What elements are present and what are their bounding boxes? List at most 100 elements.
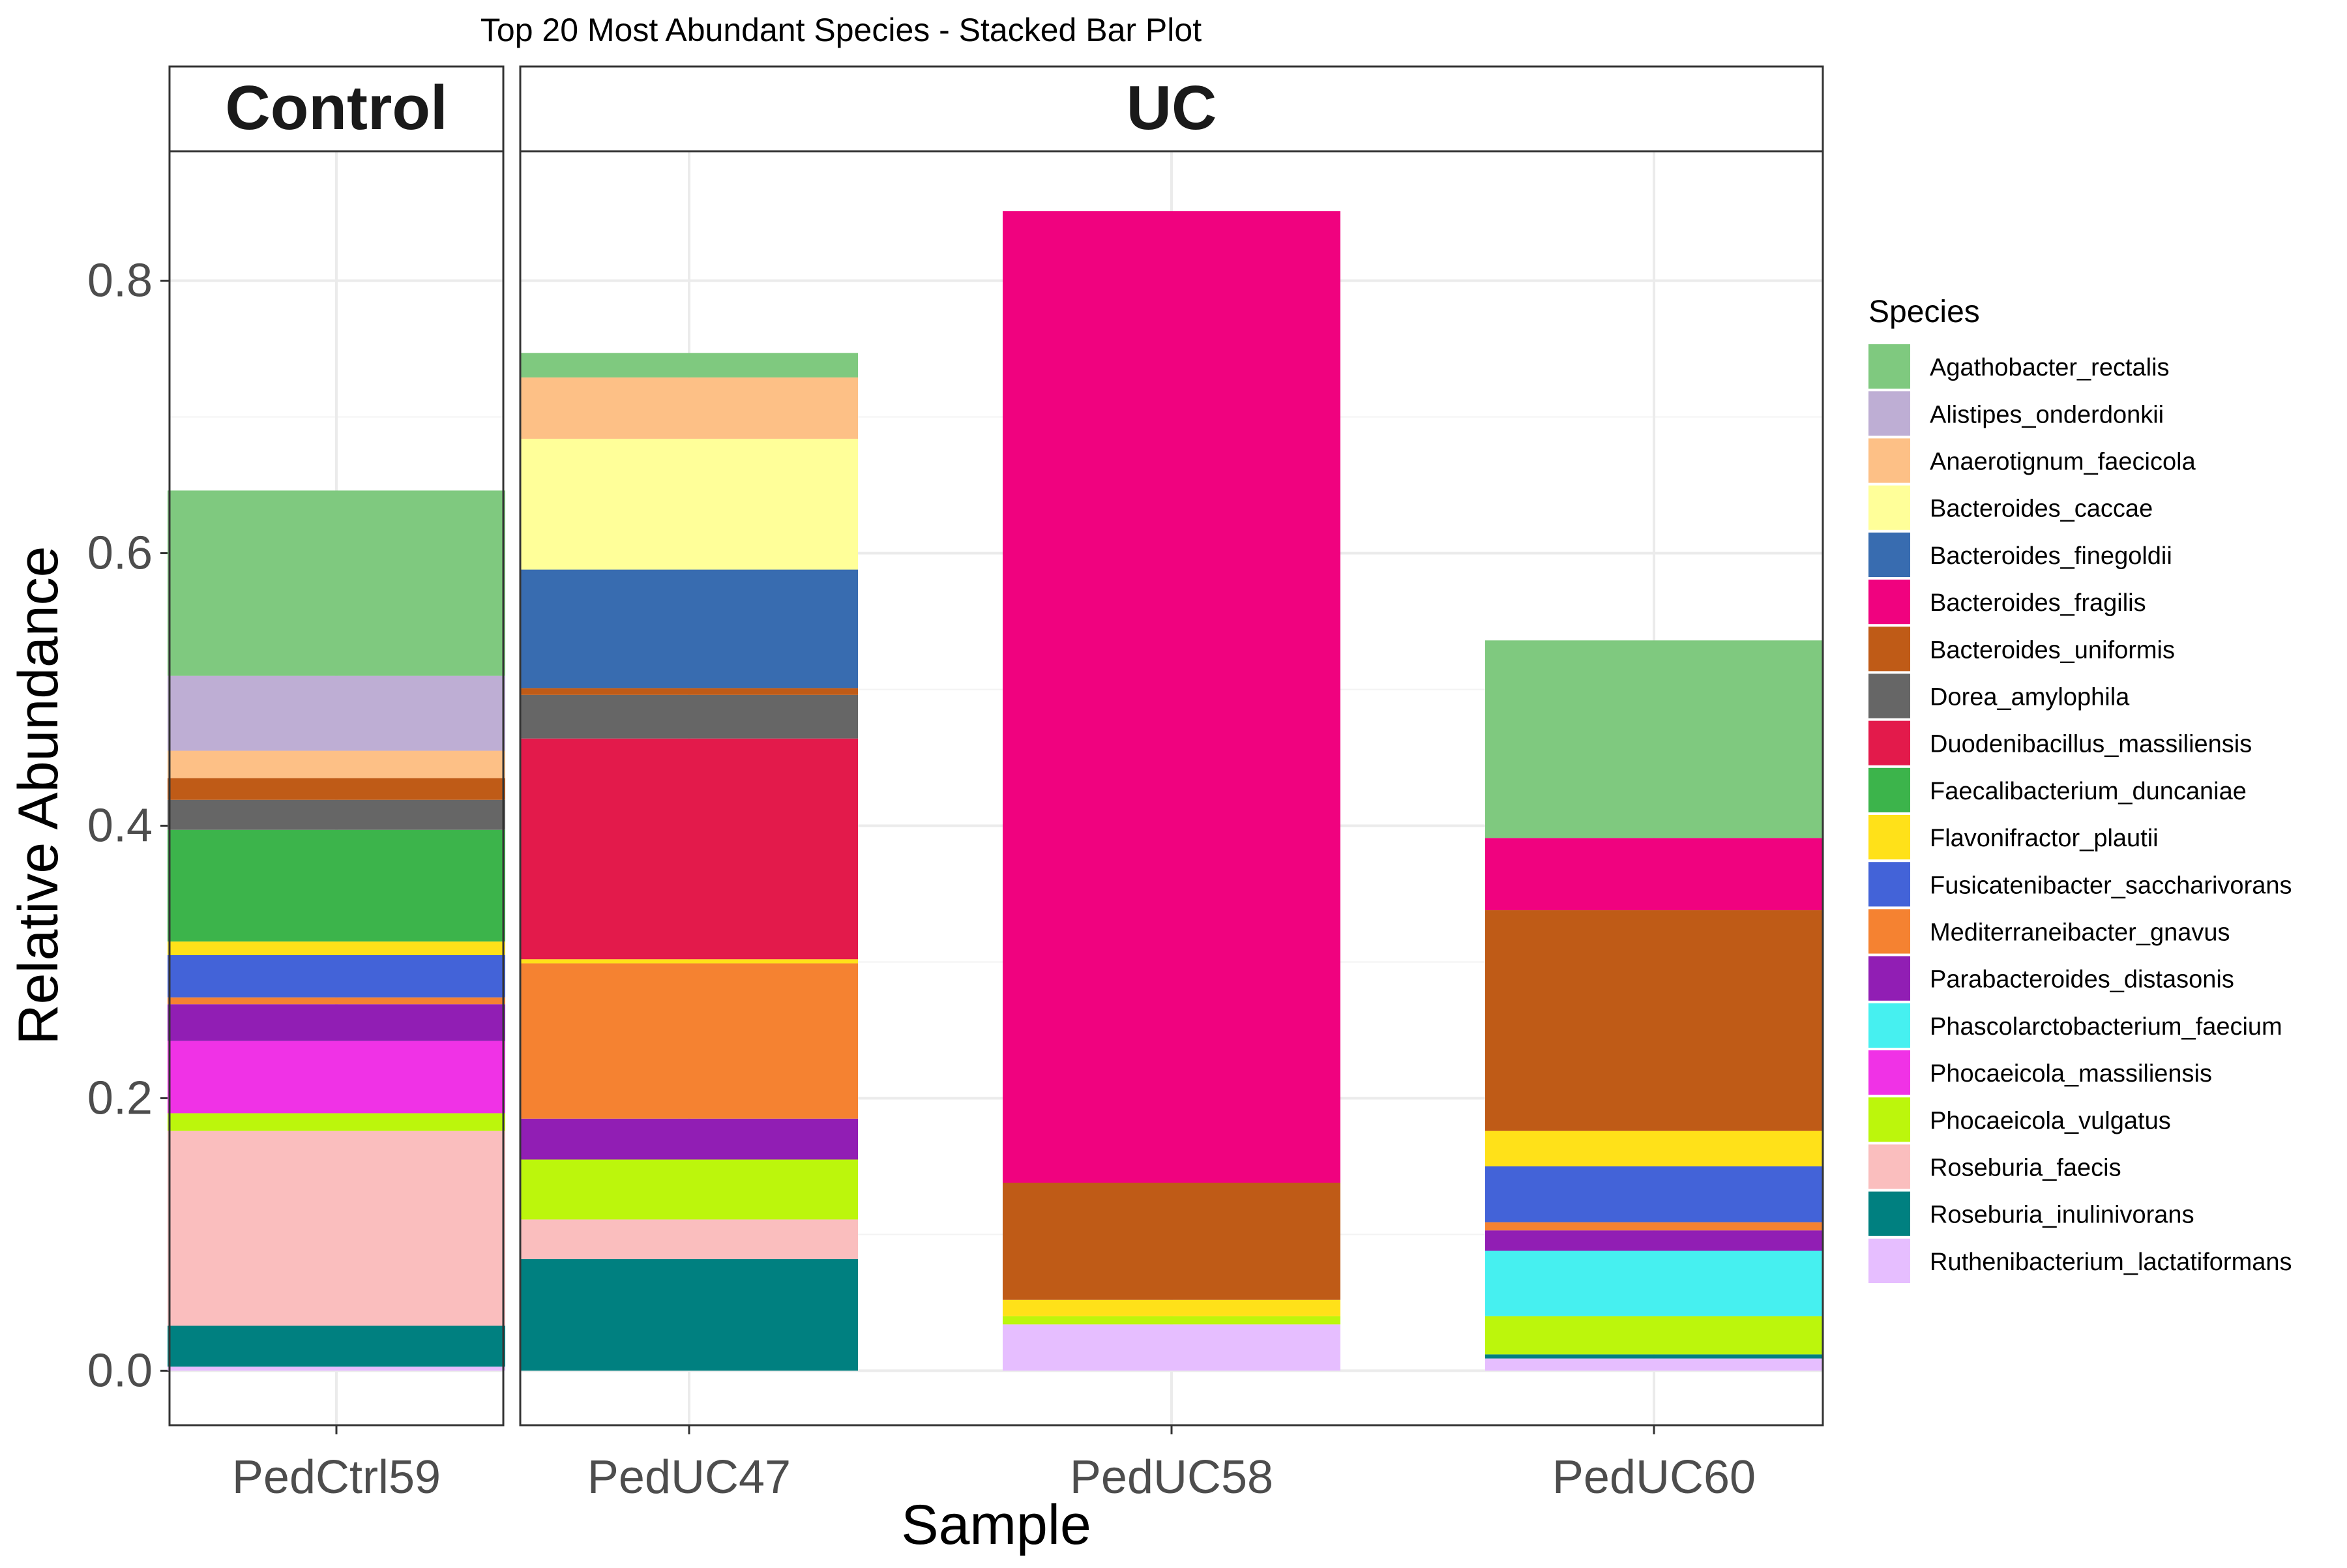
bar-segment-agathobacter-rectalis <box>1485 640 1823 838</box>
legend-swatch <box>1868 344 1910 389</box>
bar-segment-flavonifractor-plautii <box>1003 1299 1340 1316</box>
bar-segment-faecalibacterium-duncaniae <box>168 829 505 942</box>
bar-segment-bacteroides-uniformis <box>1003 1183 1340 1300</box>
x-tick-label: PedUC60 <box>1552 1451 1756 1503</box>
legend-item-faecalibacterium-duncaniae: Faecalibacterium_duncaniae <box>1868 767 2247 812</box>
y-tick-label: 0.8 <box>87 255 153 307</box>
legend-swatch <box>1868 1050 1910 1095</box>
bar-segment-alistipes-onderdonkii <box>168 675 505 751</box>
legend-label: Phocaeicola_vulgatus <box>1930 1107 2171 1134</box>
legend-label: Phascolarctobacterium_faecium <box>1930 1013 2282 1041</box>
bar-segment-agathobacter-rectalis <box>520 353 858 377</box>
legend-item-parabacteroides-distasonis: Parabacteroides_distasonis <box>1868 956 2234 1001</box>
bar-segment-agathobacter-rectalis <box>168 490 505 676</box>
panel-border <box>168 150 505 1427</box>
legend-item-dorea-amylophila: Dorea_amylophila <box>1868 673 2130 718</box>
legend-swatch <box>1868 627 1910 672</box>
legend-swatch <box>1868 1097 1910 1142</box>
bar-segment-phocaeicola-vulgatus <box>1485 1316 1823 1355</box>
bar-segment-roseburia-inulinivorans <box>1485 1354 1823 1359</box>
y-tick-label: 0.0 <box>87 1344 153 1397</box>
legend-label: Phocaeicola_massiliensis <box>1930 1060 2212 1087</box>
legend: Species Agathobacter_rectalis Alistipes_o… <box>1868 295 2292 1283</box>
legend-item-bacteroides-caccae: Bacteroides_caccae <box>1868 485 2153 530</box>
legend-label: Roseburia_inulinivorans <box>1930 1202 2194 1229</box>
bar-segment-phocaeicola-massiliensis <box>168 1041 505 1114</box>
y-tick-label: 0.2 <box>87 1072 153 1124</box>
legend-item-duodenibacillus-massiliensis: Duodenibacillus_massiliensis <box>1868 720 2252 765</box>
facet-panels: Control PedCtrl59 UC PedUC47 PedUC58 PedUC60 <box>168 65 1824 1503</box>
legend-label: Mediterraneibacter_gnavus <box>1930 919 2230 947</box>
bar-segment-bacteroides-fragilis <box>1485 838 1823 911</box>
legend-item-flavonifractor-plautii: Flavonifractor_plautii <box>1868 815 2159 860</box>
legend-item-mediterraneibacter-gnavus: Mediterraneibacter_gnavus <box>1868 909 2230 954</box>
chart-title: Top 20 Most Abundant Species - Stacked B… <box>480 12 1202 48</box>
legend-label: Agathobacter_rectalis <box>1930 354 2170 381</box>
legend-swatch <box>1868 1003 1910 1048</box>
legend-item-roseburia-inulinivorans: Roseburia_inulinivorans <box>1868 1191 2194 1236</box>
legend-item-phascolarctobacterium-faecium: Phascolarctobacterium_faecium <box>1868 1003 2282 1048</box>
legend-item-phocaeicola-massiliensis: Phocaeicola_massiliensis <box>1868 1050 2212 1095</box>
legend-item-phocaeicola-vulgatus: Phocaeicola_vulgatus <box>1868 1097 2171 1142</box>
bar-segment-anaerotignum-faecicola <box>520 377 858 439</box>
bar-stack-pedctrl59 <box>168 490 505 1371</box>
bar-segment-parabacteroides-distasonis <box>1485 1230 1823 1251</box>
legend-swatch <box>1868 720 1910 765</box>
legend-item-ruthenibacterium-lactatiformans: Ruthenibacterium_lactatiformans <box>1868 1238 2292 1283</box>
bar-segment-ruthenibacterium-lactatiformans <box>1485 1358 1823 1371</box>
y-axis: 0.0 0.2 0.4 0.6 0.8 <box>87 255 170 1397</box>
legend-item-alistipes-onderdonkii: Alistipes_onderdonkii <box>1868 391 2164 436</box>
legend-swatch <box>1868 532 1910 577</box>
legend-swatch <box>1868 1238 1910 1283</box>
bar-segment-roseburia-faecis <box>168 1131 505 1326</box>
x-tick-label: PedUC47 <box>587 1451 791 1503</box>
bar-segment-fusicatenibacter-saccharivorans <box>1485 1166 1823 1222</box>
legend-swatch <box>1868 956 1910 1001</box>
bar-segment-bacteroides-uniformis <box>1485 910 1823 1131</box>
legend-item-bacteroides-finegoldii: Bacteroides_finegoldii <box>1868 532 2172 577</box>
bar-segment-bacteroides-fragilis <box>1003 211 1340 1183</box>
legend-title: Species <box>1868 295 1980 329</box>
legend-item-agathobacter-rectalis: Agathobacter_rectalis <box>1868 344 2170 389</box>
legend-swatch <box>1868 580 1910 625</box>
bar-segment-ruthenibacterium-lactatiformans <box>1003 1324 1340 1371</box>
legend-item-anaerotignum-faecicola: Anaerotignum_faecicola <box>1868 438 2196 483</box>
x-axis-label: Sample <box>901 1494 1091 1556</box>
legend-swatch <box>1868 438 1910 483</box>
bar-segment-roseburia-faecis <box>520 1219 858 1260</box>
legend-swatch <box>1868 1191 1910 1236</box>
legend-swatch <box>1868 1144 1910 1189</box>
y-axis-label: Relative Abundance <box>7 546 70 1044</box>
facet-strip-label: Control <box>225 73 447 143</box>
bar-segment-fusicatenibacter-saccharivorans <box>168 955 505 998</box>
bar-segment-flavonifractor-plautii <box>1485 1131 1823 1166</box>
x-tick-label: PedUC58 <box>1070 1451 1273 1503</box>
legend-item-bacteroides-fragilis: Bacteroides_fragilis <box>1868 580 2146 625</box>
facet-panel-uc: UC PedUC47 PedUC58 PedUC60 <box>519 65 1824 1503</box>
bar-segment-mediterraneibacter-gnavus <box>520 963 858 1119</box>
bar-stack-peduc47 <box>520 353 858 1371</box>
bar-segment-bacteroides-uniformis <box>168 778 505 800</box>
y-tick-label: 0.4 <box>87 799 153 851</box>
legend-swatch <box>1868 391 1910 436</box>
bar-segment-bacteroides-uniformis <box>520 688 858 695</box>
legend-swatch <box>1868 767 1910 812</box>
legend-label: Dorea_amylophila <box>1930 684 2130 711</box>
bar-segment-phascolarctobacterium-faecium <box>1485 1250 1823 1316</box>
legend-label: Anaerotignum_faecicola <box>1930 449 2196 476</box>
legend-label: Bacteroides_uniformis <box>1930 636 2175 664</box>
legend-swatch <box>1868 673 1910 718</box>
bar-segment-parabacteroides-distasonis <box>168 1004 505 1041</box>
bar-segment-phocaeicola-vulgatus <box>168 1113 505 1131</box>
facet-panel-control: Control PedCtrl59 <box>168 65 505 1503</box>
bar-segment-dorea-amylophila <box>520 694 858 739</box>
bar-segment-dorea-amylophila <box>168 799 505 830</box>
x-tick-label: PedCtrl59 <box>232 1451 441 1503</box>
bar-segment-duodenibacillus-massiliensis <box>520 738 858 960</box>
bar-segment-phocaeicola-vulgatus <box>1003 1316 1340 1325</box>
bar-segment-roseburia-inulinivorans <box>168 1325 505 1367</box>
bar-segment-mediterraneibacter-gnavus <box>1485 1222 1823 1231</box>
bar-segment-ruthenibacterium-lactatiformans <box>168 1367 505 1371</box>
legend-label: Ruthenibacterium_lactatiformans <box>1930 1249 2292 1276</box>
